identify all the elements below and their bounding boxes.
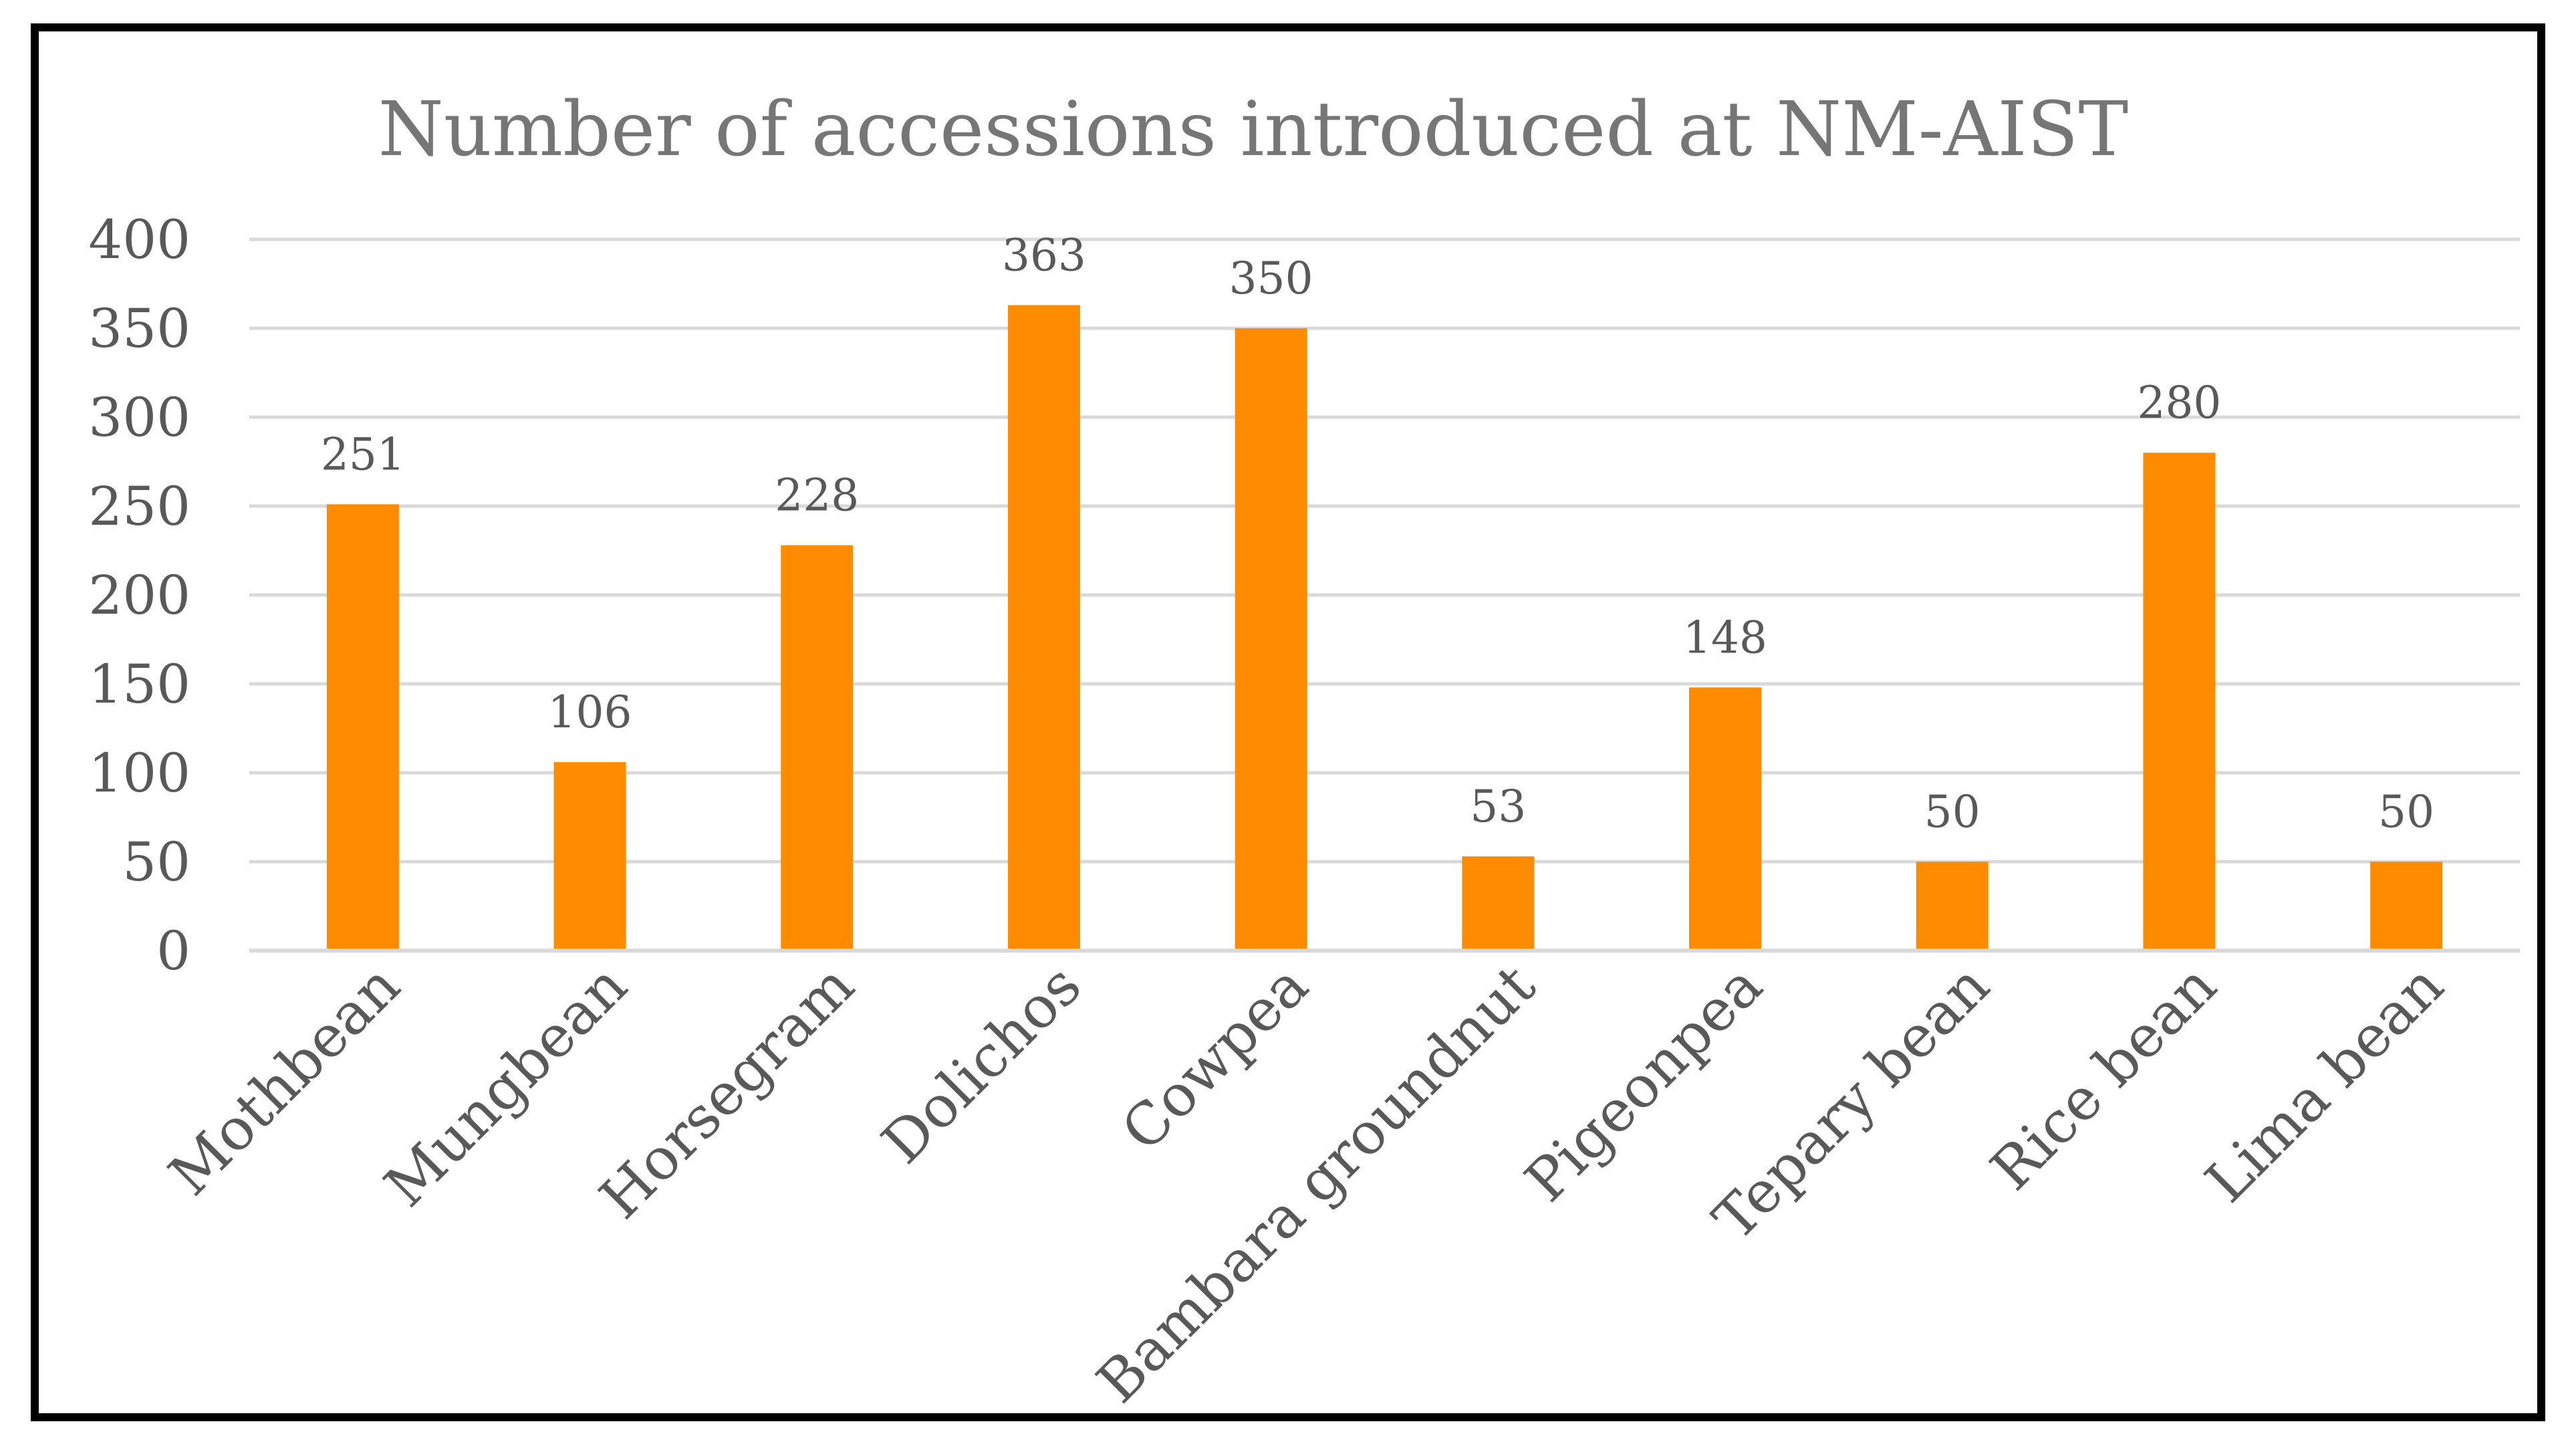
data-label: 350	[1229, 253, 1313, 304]
y-tick-label: 250	[88, 475, 190, 537]
category-label: Dolichos	[870, 952, 1094, 1177]
category-label: Lima bean	[2193, 952, 2456, 1215]
data-label: 148	[1683, 612, 1767, 663]
category-label: Bambara groundnut	[1084, 952, 1548, 1416]
y-tick-label: 400	[88, 209, 190, 271]
bar	[2143, 453, 2216, 951]
bar	[1462, 856, 1535, 951]
bar	[2370, 862, 2443, 951]
bar	[553, 762, 626, 951]
bar	[1916, 862, 1988, 951]
y-tick-label: 200	[88, 564, 190, 626]
y-tick-label: 150	[88, 653, 190, 715]
bar	[781, 545, 854, 951]
data-label: 363	[1002, 229, 1086, 281]
data-label: 228	[775, 470, 859, 521]
bar	[1689, 687, 1762, 951]
y-tick-label: 0	[156, 920, 190, 982]
bars	[326, 305, 2443, 951]
gridlines	[249, 237, 2520, 864]
y-axis-ticks: 0 50 100 150 200 250 300 350 400	[88, 209, 190, 982]
data-label: 50	[1924, 786, 1980, 838]
bar	[1007, 305, 1080, 951]
chart-title: Number of accessions introduced at NM-AI…	[378, 86, 2128, 173]
data-label: 251	[321, 429, 405, 480]
data-label: 53	[1470, 781, 1526, 832]
y-tick-label: 50	[122, 831, 190, 893]
y-tick-label: 100	[88, 742, 190, 804]
category-label: Rice bean	[1978, 952, 2230, 1203]
y-tick-label: 350	[88, 297, 190, 360]
data-label: 106	[548, 687, 632, 738]
data-label: 280	[2137, 377, 2221, 429]
bar	[326, 504, 399, 951]
y-tick-label: 300	[88, 386, 190, 449]
data-labels: 251 106 228 363 350 53 148 50 280 50	[321, 229, 2434, 838]
category-label: Cowpea	[1109, 952, 1321, 1164]
bar	[1235, 328, 1307, 951]
data-label: 50	[2378, 786, 2434, 838]
